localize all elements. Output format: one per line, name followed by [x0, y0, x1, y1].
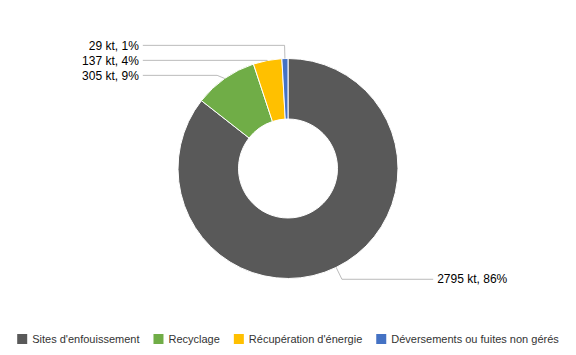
data-label: 2795 kt, 86% — [437, 272, 507, 286]
slice — [282, 59, 288, 120]
slice — [253, 59, 285, 122]
data-label: 305 kt, 9% — [82, 69, 139, 83]
legend-item: Déversements ou fuites non gérés — [376, 333, 559, 345]
legend-label: Sites d'enfouissement — [32, 333, 139, 345]
legend-item: Recyclage — [153, 333, 219, 345]
data-label: 137 kt, 4% — [82, 54, 139, 68]
plot: 2795 kt, 86% 305 kt, 9%137 kt, 4%29 kt, 1… — [82, 39, 507, 287]
legend-label: Recyclage — [168, 333, 219, 345]
legend-swatch — [153, 334, 163, 344]
legend-label: Récupération d'énergie — [249, 333, 362, 345]
legend-item: Récupération d'énergie — [234, 333, 362, 345]
legend-swatch — [17, 334, 27, 344]
slices — [178, 59, 398, 279]
leader-line — [143, 75, 225, 78]
slice — [178, 59, 398, 279]
leader-line — [143, 45, 285, 58]
leader-line — [336, 267, 433, 279]
data-label: 29 kt, 1% — [89, 39, 139, 53]
data-labels: 2795 kt, 86% 305 kt, 9%137 kt, 4%29 kt, 1… — [82, 39, 507, 287]
legend-item: Sites d'enfouissement — [17, 333, 139, 345]
leader-line — [143, 60, 268, 61]
legend-swatch — [376, 334, 386, 344]
legend: Sites d'enfouissement Recyclage Récupérati… — [17, 333, 559, 345]
legend-swatch — [234, 334, 244, 344]
chart: Sites d'enfouissement Recyclage Récupérati… — [0, 0, 576, 355]
legend-label: Déversements ou fuites non gérés — [391, 333, 559, 345]
